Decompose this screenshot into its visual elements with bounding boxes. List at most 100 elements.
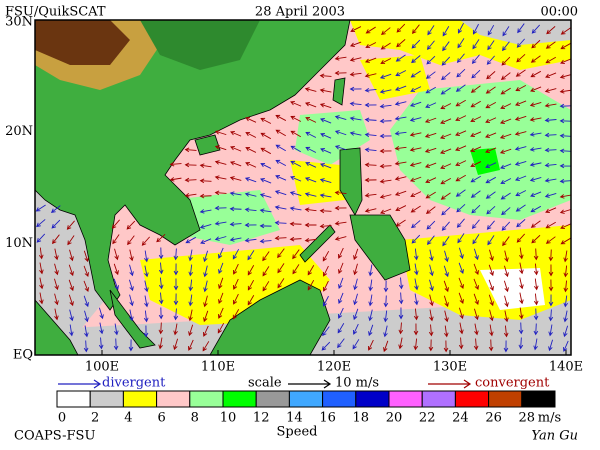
wind-arrow xyxy=(563,280,569,293)
scale-label: 26 xyxy=(485,411,502,426)
wind-arrow xyxy=(352,339,360,350)
wind-arrow xyxy=(502,41,510,52)
wind-arrow xyxy=(367,339,374,351)
wind-arrow xyxy=(413,308,419,321)
wind-arrow xyxy=(544,162,557,168)
wind-arrow xyxy=(559,148,571,154)
wind-arrow xyxy=(218,277,224,290)
wind-arrow xyxy=(519,247,524,260)
wind-arrow xyxy=(409,147,422,152)
wind-arrow xyxy=(379,73,392,79)
wind-arrow xyxy=(111,219,120,229)
wind-arrow xyxy=(353,293,358,306)
wind-arrow xyxy=(426,55,436,65)
wind-arrow xyxy=(441,206,451,216)
wind-arrow xyxy=(334,130,347,136)
wind-arrow xyxy=(128,279,134,292)
wind-arrow xyxy=(319,208,332,214)
wind-arrow xyxy=(459,307,464,320)
wind-arrow xyxy=(458,337,464,350)
wind-arrow xyxy=(485,162,497,169)
wind-arrow xyxy=(290,130,302,138)
wind-arrow xyxy=(129,294,134,307)
wind-arrow xyxy=(214,190,227,196)
wind-arrow xyxy=(514,160,527,166)
wind-arrow xyxy=(364,132,377,138)
wind-arrow xyxy=(486,220,495,230)
wind-arrow xyxy=(515,85,527,92)
wind-arrow xyxy=(214,236,227,241)
wind-arrow xyxy=(158,277,164,290)
wind-arrow xyxy=(489,324,494,337)
wind-arrow xyxy=(486,71,496,80)
lat-label: 20N xyxy=(5,124,33,139)
wind-arrow xyxy=(229,191,242,196)
wind-arrow xyxy=(548,279,554,292)
wind-arrow xyxy=(229,176,242,181)
wind-arrow xyxy=(563,250,568,263)
wind-arrow xyxy=(394,161,407,166)
wind-arrow xyxy=(320,132,332,139)
wind-arrow xyxy=(394,116,407,121)
wind-arrow xyxy=(441,221,450,231)
wind-arrow xyxy=(560,58,571,64)
wind-arrow xyxy=(334,236,347,241)
wind-arrow xyxy=(395,205,407,212)
wind-arrow xyxy=(83,280,89,292)
wind-arrow xyxy=(188,279,194,292)
scale-label: 0 xyxy=(58,411,66,426)
wind-arrow xyxy=(379,89,392,94)
wind-arrow xyxy=(411,39,421,49)
legend-scale: scale xyxy=(248,376,282,391)
wind-arrow xyxy=(368,279,373,292)
scale-label: 16 xyxy=(319,411,336,426)
wind-arrow xyxy=(232,278,239,290)
wind-arrow xyxy=(470,85,481,93)
wind-arrow xyxy=(319,178,332,183)
wind-arrow xyxy=(83,265,89,278)
wind-arrow xyxy=(472,23,479,35)
wind-arrow xyxy=(474,323,479,336)
wind-arrow xyxy=(202,325,209,337)
scale-swatch xyxy=(421,390,456,408)
wind-arrow xyxy=(349,131,362,136)
wind-arrow xyxy=(188,309,193,322)
wind-arrow xyxy=(349,57,362,62)
scale-title: Speed xyxy=(277,425,318,440)
wind-arrow xyxy=(292,264,300,275)
wind-arrow xyxy=(473,278,479,290)
wind-arrow xyxy=(471,204,481,214)
wind-arrow xyxy=(518,337,524,350)
wind-arrow xyxy=(503,280,509,293)
wind-arrow xyxy=(54,278,59,291)
wind-arrow xyxy=(245,131,257,138)
wind-arrow xyxy=(559,133,571,139)
wind-arrow xyxy=(529,102,542,107)
wind-arrow xyxy=(489,249,494,262)
wind-arrow xyxy=(531,234,541,244)
wind-arrow xyxy=(531,39,541,49)
wind-arrow xyxy=(353,248,359,261)
wind-arrow xyxy=(485,132,497,138)
wind-arrow xyxy=(143,310,149,323)
wind-arrow xyxy=(458,262,464,275)
wind-arrow xyxy=(274,190,287,196)
wind-arrow xyxy=(411,55,421,64)
wind-arrow xyxy=(425,177,437,184)
wind-arrow xyxy=(499,118,512,124)
wind-arrow xyxy=(319,88,332,93)
wind-arrow xyxy=(51,219,61,229)
wind-arrow xyxy=(54,263,59,276)
wind-arrow xyxy=(364,147,377,153)
wind-arrow xyxy=(500,87,511,95)
wind-arrow xyxy=(112,234,120,245)
wind-arrow xyxy=(364,87,377,93)
wind-arrow xyxy=(274,205,287,210)
wind-arrow xyxy=(410,86,422,93)
wind-arrow xyxy=(244,207,257,213)
wind-arrow xyxy=(426,220,436,230)
lon-label: 100E xyxy=(85,360,119,375)
wind-arrow xyxy=(99,322,104,335)
wind-arrow xyxy=(173,263,179,276)
scale-label: 14 xyxy=(286,411,303,426)
